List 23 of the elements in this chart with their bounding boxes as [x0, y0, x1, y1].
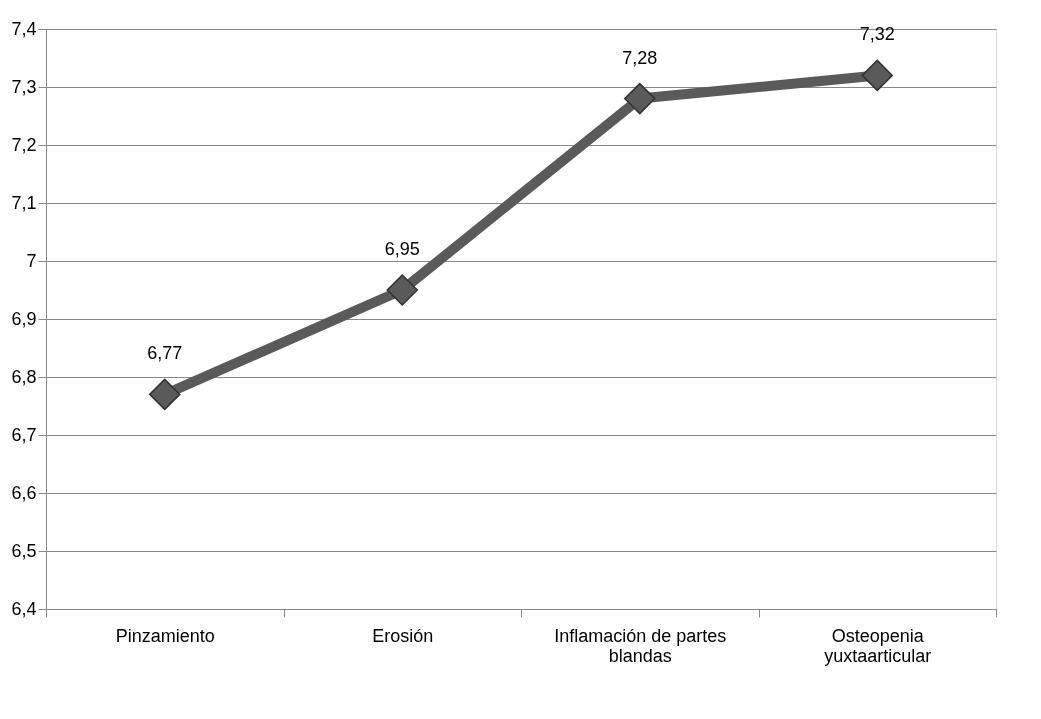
data-label: 6,77 — [147, 343, 183, 364]
y-tick-label: 6,5 — [11, 540, 37, 561]
point — [861, 59, 893, 92]
data-label: 7,28 — [622, 47, 658, 68]
x-tick-label: Erosión — [372, 625, 434, 646]
y-tick-label: 7,3 — [11, 76, 37, 97]
data-label: 7,32 — [859, 24, 895, 45]
y-tick-label: 7,2 — [11, 134, 37, 155]
x-tick-label: Pinzamiento — [115, 625, 215, 646]
x-tick-label: Inflamación de partes blandas — [554, 625, 727, 666]
x-tick-label: Osteopenia yuxtaarticular — [824, 625, 932, 666]
y-tick-label: 6,4 — [11, 598, 37, 619]
point — [386, 274, 418, 306]
y-tick-label: 6,7 — [11, 424, 37, 445]
data-label: 6,95 — [384, 239, 420, 259]
y-tick-label: 6,9 — [11, 308, 37, 329]
y-tick-label: 7,1 — [11, 192, 37, 213]
point — [149, 378, 181, 411]
point — [624, 82, 656, 115]
y-tick-label: 6,6 — [11, 482, 37, 503]
y-tick-label: 7 — [26, 250, 37, 271]
y-tick-label: 7,4 — [11, 18, 37, 39]
y-tick-label: 6,8 — [11, 366, 37, 387]
